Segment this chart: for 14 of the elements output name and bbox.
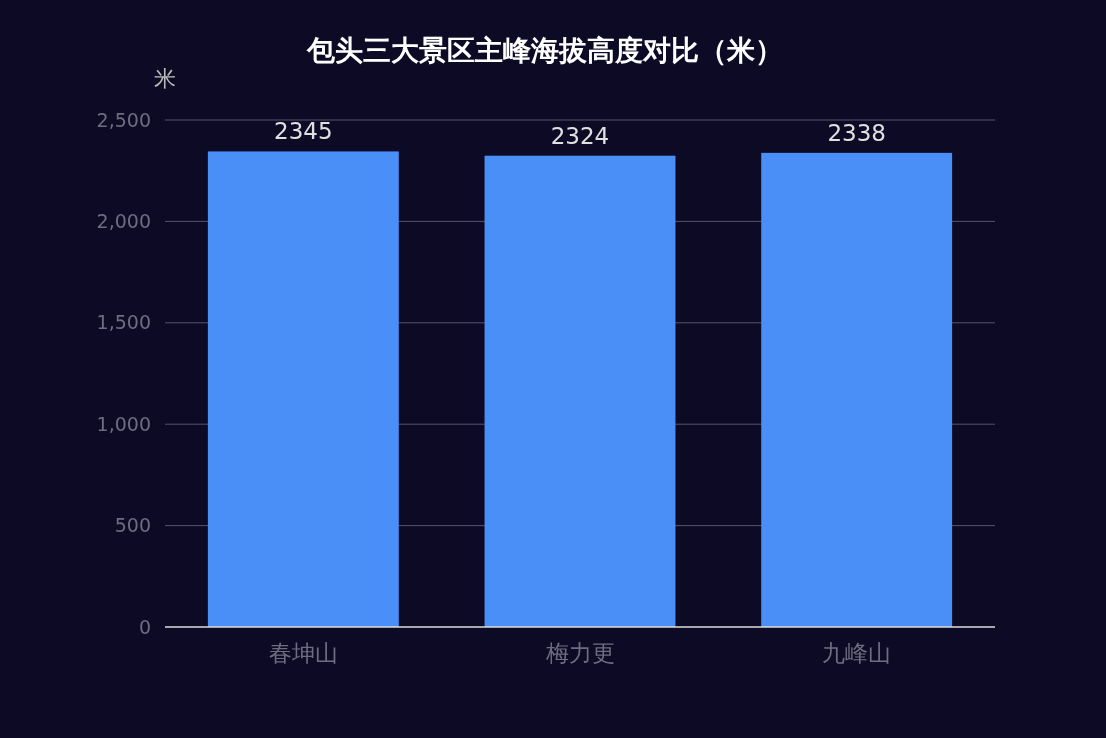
y-tick-label: 1,000 [96, 412, 151, 435]
data-label: 2324 [550, 122, 610, 149]
x-tick-label: 梅力更 [544, 640, 615, 666]
chart-title: 包头三大景区主峰海拔高度对比（米） [306, 34, 783, 67]
data-label: 2338 [827, 119, 886, 146]
y-tick-label: 1,500 [96, 311, 151, 334]
x-tick-label: 九峰山 [822, 640, 892, 666]
y-tick-label: 0 [138, 615, 151, 638]
y-tick-label: 2,500 [96, 108, 151, 131]
data-label: 2345 [274, 118, 333, 145]
y-tick-label: 2,000 [96, 210, 151, 233]
x-tick-label: 春坤山 [268, 640, 338, 666]
y-axis-title: 米 [154, 66, 176, 91]
y-tick-label: 500 [114, 514, 151, 537]
